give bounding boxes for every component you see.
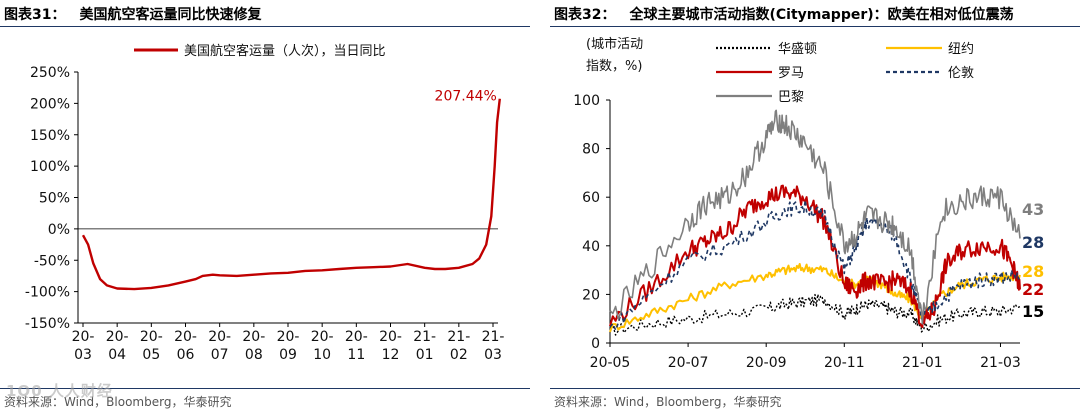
right-end-value-label: 28 (1022, 233, 1044, 252)
left-figure-title-text: 美国航空客运量同比快速修复 (79, 7, 262, 23)
left-figure-number: 图表31： (4, 7, 66, 23)
right-figure-title-text: 全球主要城市活动指数(Citymapper)：欧美在相对低位震荡 (629, 7, 1014, 23)
right-x-tick-label: 21-03 (980, 355, 1021, 371)
left-y-tick-label: 250% (30, 65, 70, 81)
right-y-tick-label: 60 (582, 190, 600, 206)
left-x-tick-label-year: 20- (208, 329, 231, 345)
left-series-line (81, 98, 501, 291)
right-end-value-label: 15 (1022, 302, 1044, 321)
right-legend-label: 华盛顿 (778, 42, 817, 57)
left-x-tick-label-year: 21- (413, 329, 436, 345)
left-source-note: 资料来源：Wind，Bloomberg，华泰研究 (4, 395, 232, 409)
left-x-tick-label-month: 10 (313, 347, 331, 363)
left-y-tick-label: -50% (34, 253, 70, 269)
right-x-tick-label: 20-11 (824, 355, 865, 371)
right-series-line-2 (609, 184, 1021, 329)
left-y-tick-label: 50% (39, 191, 70, 207)
right-chart-panel: 图表32： 全球主要城市活动指数(Citymapper)：欧美在相对低位震荡 10… (550, 0, 1080, 416)
right-legend-label: 纽约 (948, 42, 974, 57)
right-x-tick-label: 20-05 (590, 355, 631, 371)
right-series-line-4 (609, 109, 1021, 325)
right-end-value-label: 28 (1022, 262, 1044, 281)
right-legend-label: 伦敦 (948, 65, 974, 81)
left-chart-panel: 图表31： 美国航空客运量同比快速修复 250% 200% 150% 100% 50% 0%… (0, 0, 530, 416)
left-x-tick-label-month: 02 (450, 347, 468, 363)
left-x-tick-label-month: 12 (382, 347, 400, 363)
left-x-tick-label-year: 20- (72, 329, 95, 345)
right-end-value-label: 43 (1022, 200, 1044, 219)
left-x-tick-label-year: 20- (277, 329, 300, 345)
left-x-tick-label-month: 03 (484, 347, 502, 363)
left-source-rule (0, 388, 530, 389)
left-x-tick-label-month: 04 (108, 347, 126, 363)
left-x-tick-label-year: 20- (345, 329, 368, 345)
right-y-tick-label: 20 (582, 287, 600, 303)
right-line-chart: 100 80 60 40 20 0 (城市活动指数，%) 20-05 20-07 20-09 20-… (573, 36, 1044, 371)
left-x-tick-label-year: 20- (242, 329, 265, 345)
left-x-tick-label-month: 08 (245, 347, 263, 363)
left-x-tick-label-year: 20- (140, 329, 163, 345)
left-y-tick-label: -100% (25, 285, 70, 301)
right-y-tick-label: 40 (582, 239, 600, 255)
right-series-line-0 (609, 293, 1021, 336)
left-y-tick-label: 200% (30, 96, 70, 112)
left-y-tick-label: 100% (30, 159, 70, 175)
right-source-note: 资料来源：Wind，Bloomberg，华泰研究 (554, 395, 782, 409)
left-x-tick-label-year: 20- (311, 329, 334, 345)
left-x-tick-label-year: 20- (106, 329, 129, 345)
left-y-tick-label: -150% (25, 316, 70, 332)
right-x-tick-label: 20-09 (746, 355, 787, 371)
left-x-tick-label-month: 01 (416, 347, 434, 363)
left-x-tick-label-month: 07 (211, 347, 229, 363)
left-peak-annotation: 207.44% (435, 89, 497, 105)
left-chart-title: 图表31： 美国航空客运量同比快速修复 (4, 4, 261, 24)
left-line-chart: 250%200%150%100%50%0%-50%-100%-150%20-03… (25, 43, 505, 363)
left-x-tick-label-year: 21- (482, 329, 505, 345)
right-y-tick-label: 0 (591, 336, 600, 352)
left-x-tick-label-year: 20- (174, 329, 197, 345)
right-y-tick-label: 100 (573, 93, 600, 109)
right-x-tick-label: 20-07 (668, 355, 709, 371)
left-y-tick-label: 0% (48, 222, 70, 238)
left-legend-label: 美国航空客运量（人次），当日同比 (184, 43, 386, 59)
left-x-tick-label-month: 09 (279, 347, 297, 363)
right-figure-number: 图表32： (554, 7, 616, 23)
right-chart-title: 图表32： 全球主要城市活动指数(Citymapper)：欧美在相对低位震荡 (554, 4, 1014, 24)
right-y-axis-title: 指数，%) (586, 59, 642, 74)
watermark-logo: 1Q0 人人财经 (6, 382, 113, 400)
right-legend-label: 巴黎 (778, 90, 804, 105)
left-x-tick-label-month: 11 (347, 347, 365, 363)
right-legend-label: 罗马 (778, 66, 804, 81)
left-x-tick-label-month: 03 (74, 347, 92, 363)
left-title-rule (0, 26, 530, 27)
right-source-rule (550, 388, 1080, 389)
right-title-rule (550, 26, 1080, 27)
left-y-tick-label: 150% (30, 128, 70, 144)
right-end-value-label: 22 (1022, 280, 1044, 299)
left-x-tick-label-year: 20- (379, 329, 402, 345)
right-y-axis-title: (城市活动 (586, 36, 643, 52)
left-x-tick-label-year: 21- (447, 329, 470, 345)
right-x-tick-label: 21-01 (902, 355, 943, 371)
left-x-tick-label-month: 05 (142, 347, 160, 363)
right-y-tick-label: 80 (582, 142, 600, 158)
left-x-tick-label-month: 06 (177, 347, 195, 363)
